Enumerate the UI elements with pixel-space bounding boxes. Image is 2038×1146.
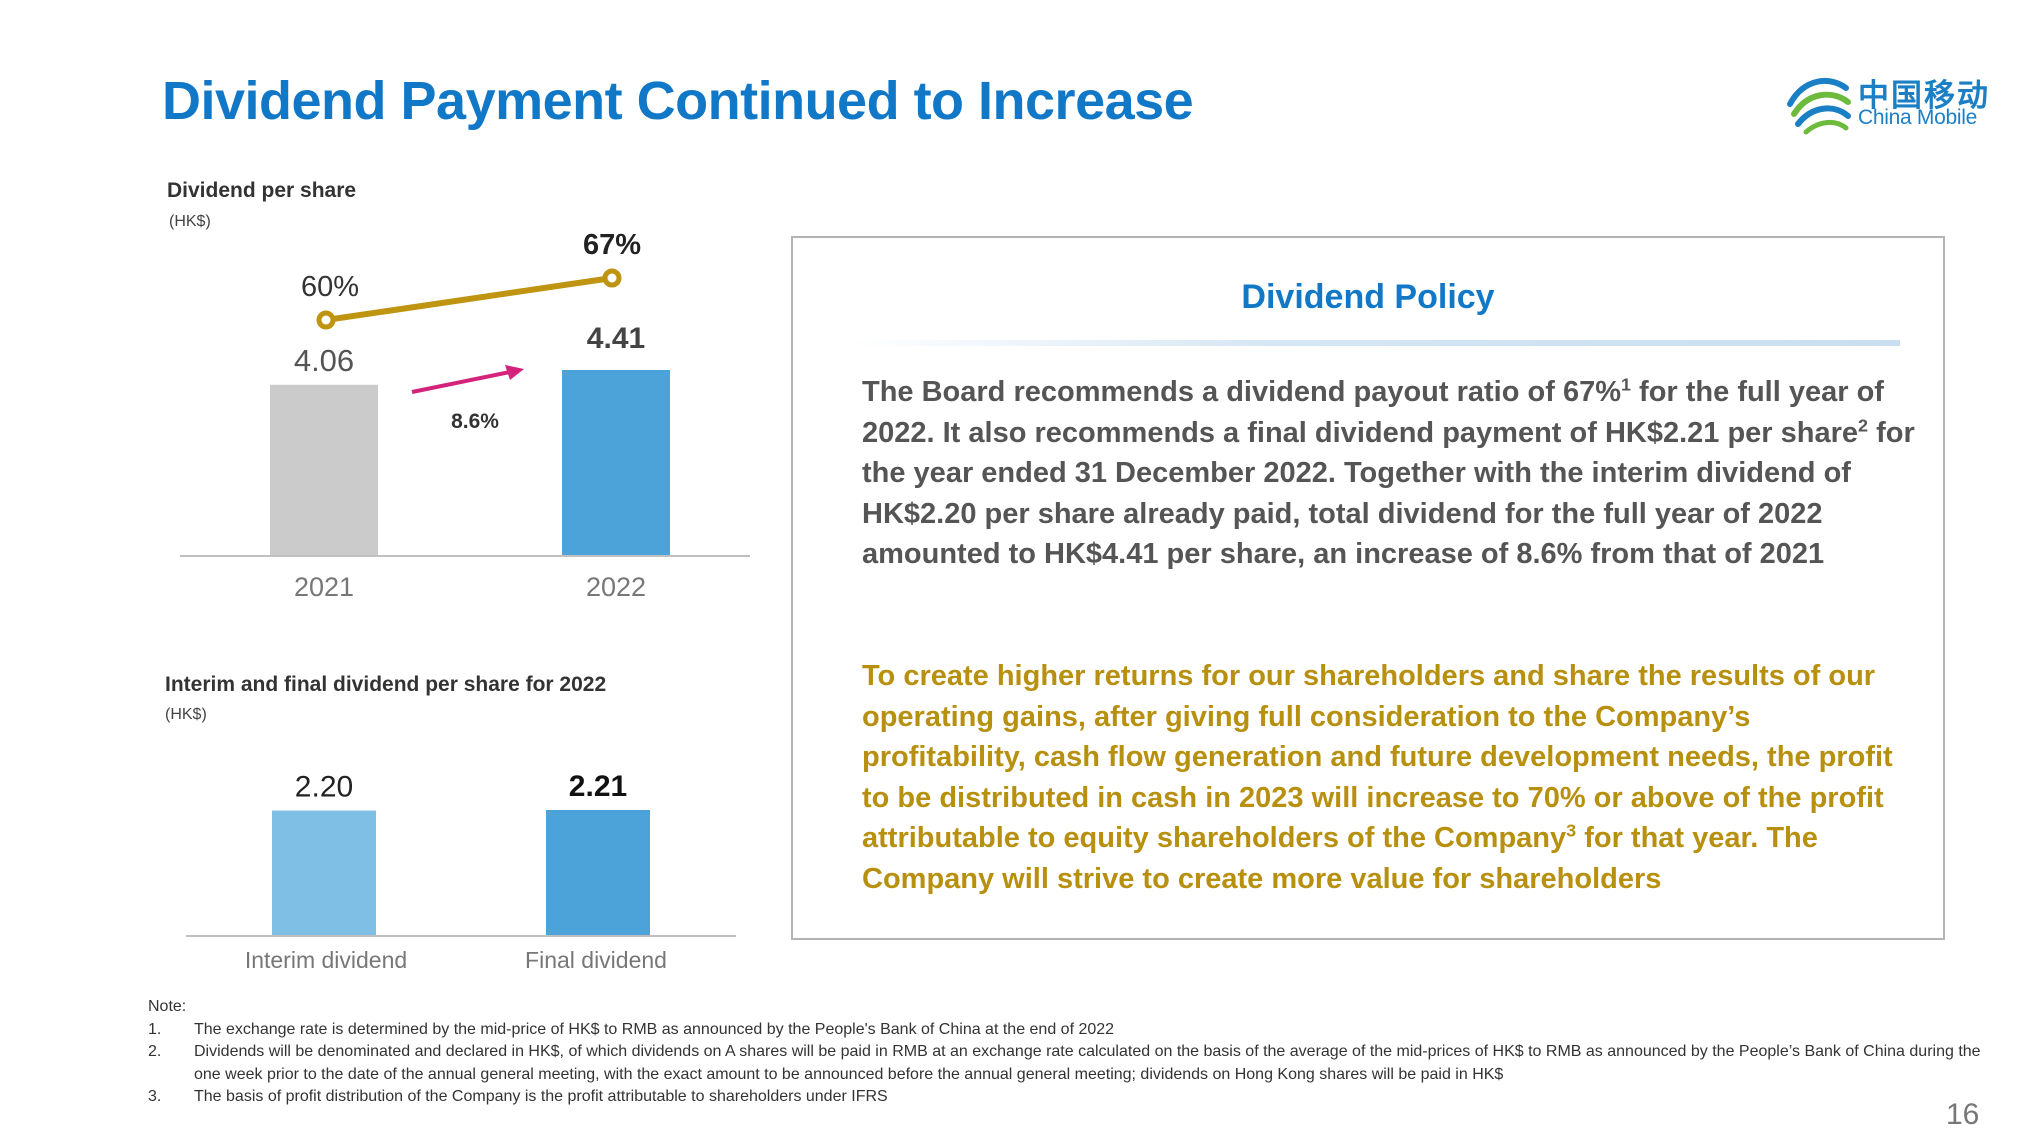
payout-ratio-label: 60% <box>301 271 359 303</box>
dividend-value-label: 2.20 <box>295 771 353 804</box>
chart2-category-label: Interim dividend <box>245 947 407 973</box>
dividend-bar-final <box>546 810 650 936</box>
dividend-policy-box <box>791 236 1945 940</box>
notes-heading: Note: <box>148 998 187 1015</box>
dividend-per-share-chart: 60% 67% 4.06 2021 4.41 2022 8.6% <box>180 229 750 602</box>
notes: Note: 1. The exchange rate is determined … <box>148 996 1994 1109</box>
chart2-title: Interim and final dividend per share for… <box>165 673 607 696</box>
brand-name-cn: 中国移动 <box>1858 78 1990 114</box>
dividend-bar-interim <box>272 810 376 936</box>
payout-ratio-point <box>316 310 336 330</box>
policy-paragraph-1: The Board recommends a dividend payout r… <box>862 374 1915 571</box>
chart1-category-label: 2022 <box>586 572 646 602</box>
chart1-unit: (HK$) <box>169 213 211 230</box>
slide-title: Dividend Payment Continued to Increase <box>162 71 1194 131</box>
policy-divider <box>852 340 1900 346</box>
footnote-ref-1: 1 <box>1620 374 1631 395</box>
policy-paragraph-2: To create higher returns for our shareho… <box>862 660 1893 895</box>
brand-name-en: China Mobile <box>1858 106 1977 129</box>
growth-label: 8.6% <box>451 410 499 433</box>
chart2-unit: (HK$) <box>165 706 207 723</box>
payout-ratio-label: 67% <box>583 229 641 261</box>
page-number: 16 <box>1946 1098 1980 1131</box>
dividend-value-label: 2.21 <box>569 770 627 803</box>
dividend-bar-2022 <box>562 370 670 556</box>
policy-title: Dividend Policy <box>1241 278 1495 316</box>
growth-arrow-head <box>505 365 524 380</box>
growth-arrow-line <box>411 370 511 394</box>
chart2-category-label: Final dividend <box>525 947 667 973</box>
dividend-value-label: 4.41 <box>587 322 645 355</box>
interim-final-dividend-chart: 2.20 Interim dividend 2.21 Final dividend <box>186 770 736 973</box>
payout-ratio-point <box>602 268 622 288</box>
dividend-bar-2021 <box>270 384 378 556</box>
chart1-category-label: 2021 <box>294 572 354 602</box>
footnote-ref-2: 2 <box>1858 414 1869 435</box>
note-3: 3. The basis of profit distribution of th… <box>148 1088 888 1105</box>
note-2: 2. Dividends will be denominated and decl… <box>148 1043 1981 1083</box>
dividend-value-label: 4.06 <box>294 343 354 378</box>
chart1-title: Dividend per share <box>167 179 357 202</box>
china-mobile-logo-icon <box>1787 78 1851 135</box>
note-1: 1. The exchange rate is determined by the… <box>148 1020 1115 1038</box>
footnote-ref-3: 3 <box>1566 820 1577 841</box>
payout-ratio-line <box>325 275 613 323</box>
